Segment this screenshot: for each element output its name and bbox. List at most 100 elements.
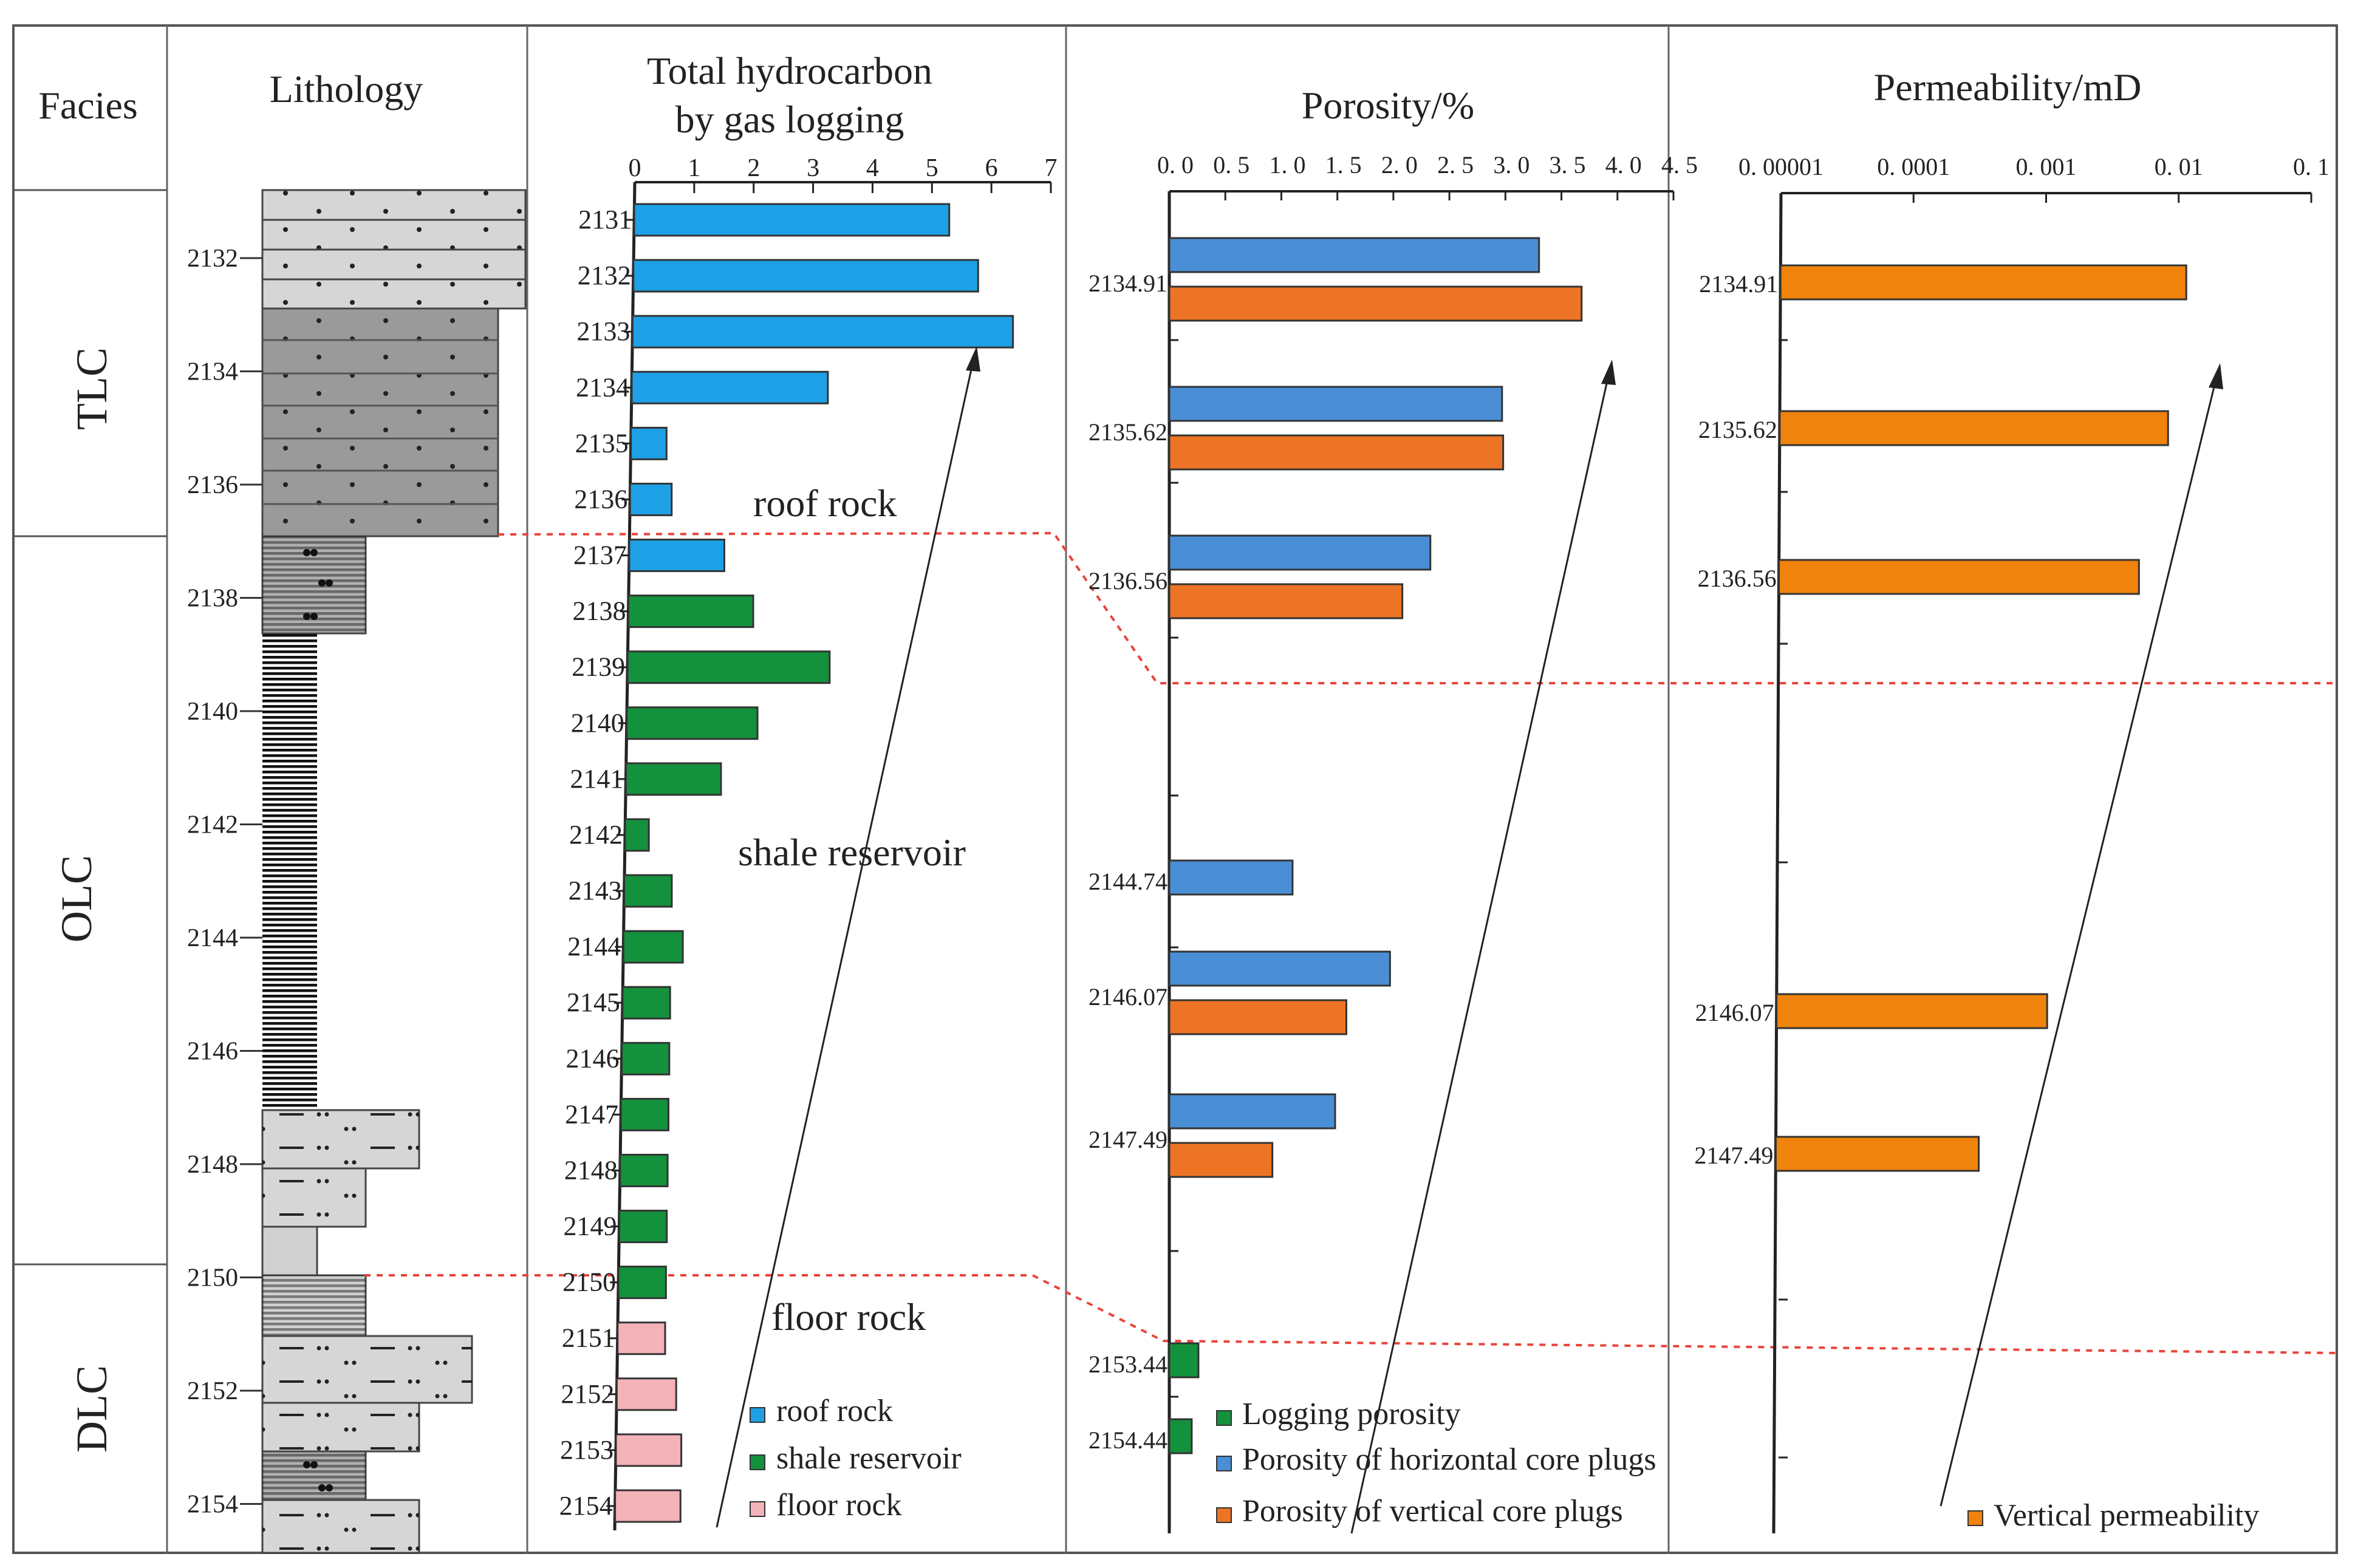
thc-y-tick-label: 2135: [575, 428, 629, 458]
thc-y-tick-label: 2132: [578, 261, 631, 290]
porosity-bar-horizontal: [1168, 859, 1294, 896]
permeability-bar: [1776, 993, 2048, 1029]
porosity-bar-vertical: [1168, 1142, 1274, 1178]
thc-y-tick-label: 2146: [566, 1043, 620, 1073]
porosity-depth-label: 2146.07: [1089, 983, 1167, 1011]
thc-y-tick-label: 2149: [563, 1212, 617, 1241]
thc-chart: 0 1 2 3 4 5 6 7 2131 2132 2133 2134 2135 2136 2137 2138…: [559, 154, 1058, 1531]
lithology-tick-label: 2138: [187, 585, 238, 613]
thc-bar: [623, 874, 673, 908]
permeability-depth-label: 2146.07: [1695, 999, 1774, 1026]
lithology-depth-axis: 2132 2134 2136 2138 2140 2142 2144 2146 2148 2150…: [187, 245, 262, 1519]
porosity-legend-label: Porosity of vertical core plugs: [1242, 1494, 1623, 1529]
header-lithology: Lithology: [270, 67, 423, 111]
porosity-legend-label: Porosity of horizontal core plugs: [1242, 1442, 1656, 1477]
permeability-depth-label: 2136.56: [1698, 565, 1777, 592]
facies-label-olc: OLC: [52, 855, 101, 943]
porosity-x-tick-label: 1. 5: [1325, 151, 1362, 179]
thc-y-tick-label: 2151: [562, 1323, 615, 1353]
thc-y-tick-label: 2136: [574, 484, 627, 514]
thc-x-tick-label: 0: [629, 154, 641, 182]
thc-bar: [629, 482, 673, 516]
header-permeability: Permeability/mD: [1874, 66, 2142, 109]
lithology-tick-label: 2148: [187, 1151, 238, 1179]
porosity-bar-horizontal: [1168, 237, 1540, 273]
thc-trend-arrow: [716, 361, 974, 1528]
porosity-legend-label: Logging porosity: [1242, 1397, 1461, 1431]
thc-y-tick-label: 2153: [560, 1435, 614, 1465]
thc-legend-swatch: [750, 1454, 765, 1470]
thc-y-tick-label: 2138: [572, 596, 626, 626]
porosity-x-tick-label: 1. 0: [1269, 151, 1305, 179]
porosity-bar-vertical: [1168, 999, 1347, 1035]
porosity-chart: 0. 0 0. 5 1. 0 1. 5 2. 0 2. 5 3. 0 3. 5 4. 0 4. 5…: [1089, 151, 1698, 1534]
porosity-legend-swatch: [1216, 1410, 1232, 1426]
thc-x-tick-label: 3: [807, 154, 819, 182]
permeability-x-tick-label: 0. 0001: [1877, 153, 1950, 180]
zone-label-floor: floor rock: [771, 1295, 926, 1338]
permeability-chart: 0. 00001 0. 0001 0. 001 0. 01 0. 1 2134.91 213…: [1694, 153, 2329, 1534]
thc-legend-label: floor rock: [776, 1488, 901, 1522]
thc-legend-label: roof rock: [776, 1394, 893, 1428]
permeability-trend-arrow: [1940, 379, 2217, 1507]
thc-legend-swatch: [750, 1501, 765, 1517]
porosity-bar-vertical: [1168, 434, 1505, 471]
thc-legend-label: shale reservoir: [776, 1441, 962, 1476]
permeability-bar: [1778, 559, 2140, 595]
porosity-x-tick-label: 3. 5: [1550, 151, 1586, 179]
porosity-x-tick-label: 3. 0: [1493, 151, 1530, 179]
thc-bar: [614, 1489, 682, 1523]
permeability-depth-label: 2147.49: [1694, 1142, 1773, 1169]
thc-bar: [617, 1321, 666, 1355]
permeability-bar: [1779, 264, 2187, 301]
thc-y-tick-label: 2141: [570, 764, 623, 794]
lithology-tick-label: 2144: [187, 924, 238, 952]
thc-x-tick-label: 2: [747, 154, 760, 182]
porosity-bar-logging: [1168, 1418, 1193, 1454]
thc-y-tick-label: 2154: [559, 1491, 613, 1521]
porosity-depth-label: 2134.91: [1089, 270, 1167, 297]
thc-y-tick-label: 2150: [562, 1267, 616, 1297]
lithology-tick-label: 2154: [187, 1491, 238, 1519]
header-thc-line2: by gas logging: [675, 98, 904, 141]
thc-bar: [628, 539, 725, 573]
thc-bar: [632, 259, 979, 293]
permeability-bar: [1779, 410, 2169, 446]
thc-y-tick-label: 2140: [571, 708, 624, 738]
permeability-trend-arrowhead: [2209, 363, 2223, 389]
permeability-x-tick-label: 0. 00001: [1738, 153, 1824, 180]
thc-y-axis: [613, 182, 637, 1531]
porosity-trend-arrowhead: [1601, 360, 1616, 385]
thc-y-tick-label: 2143: [569, 876, 622, 905]
boundary-line-top: [497, 531, 2337, 684]
permeability-legend-label: Vertical permeability: [1994, 1498, 2259, 1533]
thc-bar: [615, 1433, 683, 1467]
header-thc-line1: Total hydrocarbon: [647, 49, 932, 92]
thc-x-tick-label: 6: [985, 154, 998, 182]
thc-y-tick-label: 2134: [576, 372, 629, 402]
porosity-depth-label: 2154.44: [1089, 1427, 1167, 1454]
thc-bar: [627, 595, 754, 629]
thc-y-tick-label: 2145: [567, 987, 620, 1017]
facies-boundary-lines: [364, 531, 2337, 1354]
thc-y-tick-label: 2142: [569, 820, 623, 850]
porosity-x-tick-label: 2. 0: [1381, 151, 1418, 179]
porosity-x-tick-label: 4. 5: [1661, 151, 1698, 179]
lithology-tick-label: 2132: [187, 245, 238, 273]
porosity-depth-label: 2147.49: [1089, 1126, 1167, 1153]
thc-trend-arrowhead: [966, 346, 980, 372]
permeability-x-tick-label: 0. 001: [2016, 153, 2077, 180]
lithology-tick-label: 2140: [187, 698, 238, 726]
porosity-x-tick-label: 0. 0: [1157, 151, 1194, 179]
thc-bar: [631, 370, 829, 404]
thc-y-tick-label: 2147: [565, 1099, 618, 1129]
lithology-tick-label: 2146: [187, 1038, 238, 1066]
porosity-depth-label: 2135.62: [1089, 418, 1167, 446]
thc-y-tick-label: 2133: [576, 316, 630, 346]
thc-x-tick-label: 5: [926, 154, 938, 182]
porosity-x-tick-label: 2. 5: [1437, 151, 1474, 179]
thc-bar: [620, 1097, 669, 1131]
permeability-depth-label: 2134.91: [1699, 270, 1778, 298]
thc-bar: [630, 426, 668, 460]
